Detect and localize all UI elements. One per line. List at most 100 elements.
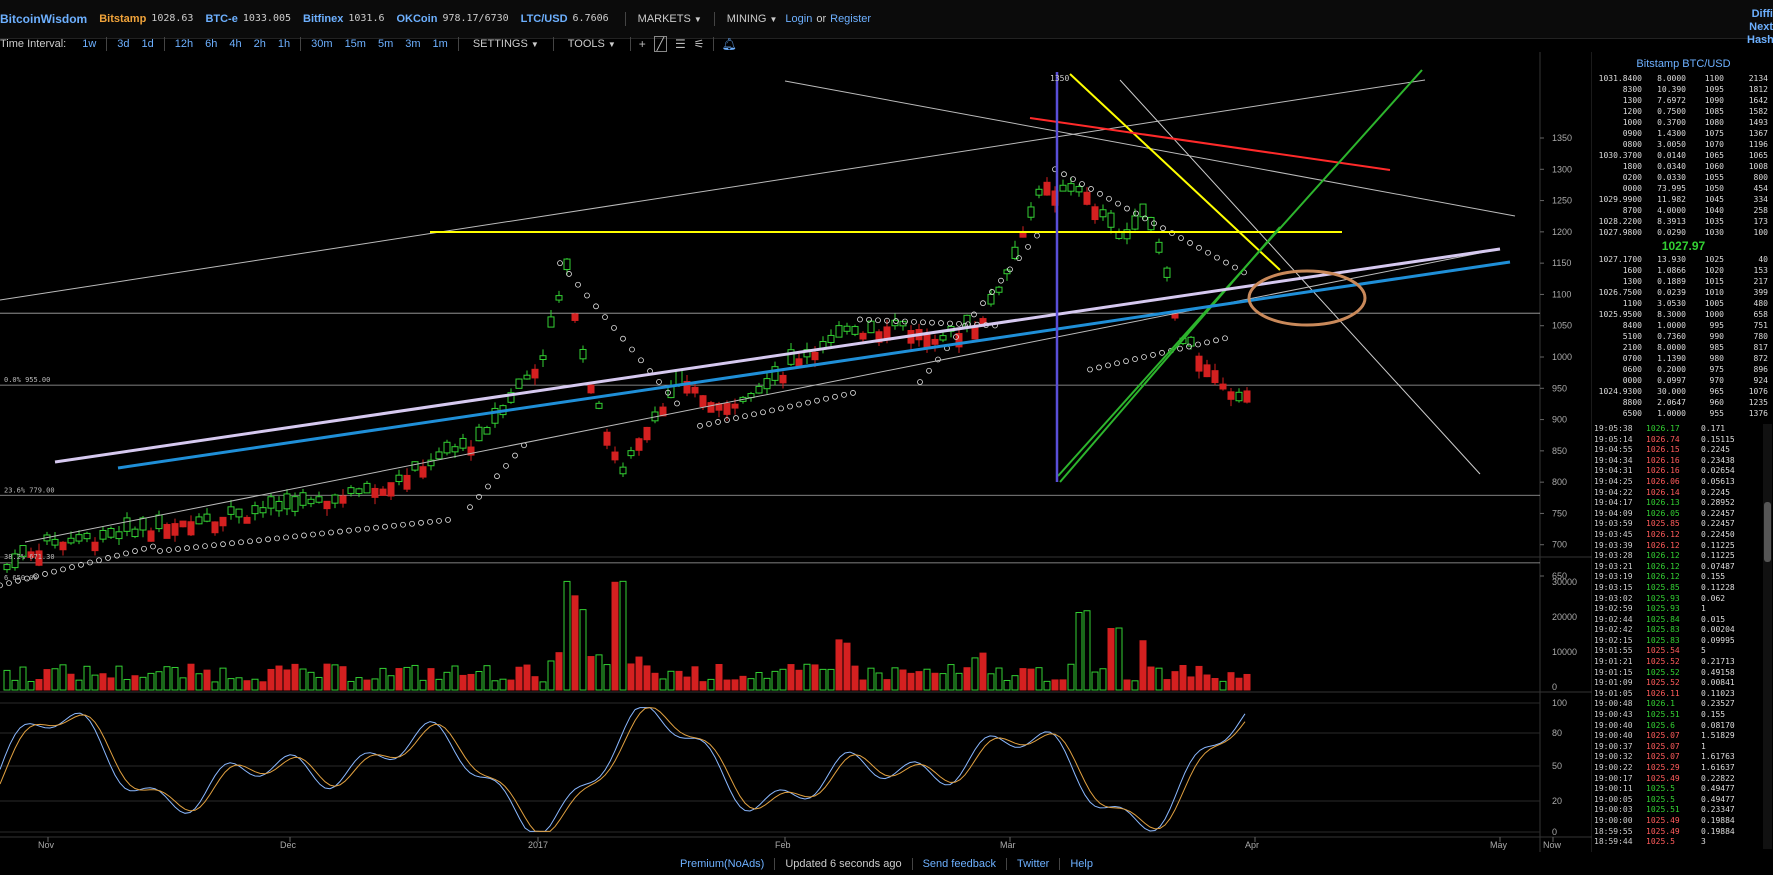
volume-bar [411,664,419,691]
sar-dot [1061,171,1067,178]
orderbook-row: 0600 0.2000 975 896 [1594,364,1773,375]
orderbook-cell: 1040 [1704,206,1724,215]
candle-body [435,451,443,460]
settings-menu[interactable]: SETTINGS ▼ [473,38,539,50]
tools-menu[interactable]: TOOLS ▼ [568,38,616,50]
hash-label[interactable]: Hash [1747,34,1773,46]
volume-bar [1187,676,1195,691]
ticker-okcoin[interactable]: OKCoin 978.17/6730 [396,13,508,25]
login-link[interactable]: Login [785,12,813,25]
interval-15m[interactable]: 15m [344,38,366,50]
sar-dot [1115,200,1121,207]
ticker-exchange: Bitfinex [303,12,344,25]
interval-3m[interactable]: 3m [405,38,421,50]
orderbook-cell: 1642 [1748,96,1768,105]
candle-body [987,293,995,305]
fibonacci-icon[interactable]: ⚟ [693,37,705,51]
volume-bar [659,678,667,691]
sar-dot [175,546,181,552]
volume-bar [379,667,387,691]
volume-bar [403,666,411,691]
interval-4h[interactable]: 4h [229,38,242,50]
trade-amount: 5 [1701,646,1706,656]
horizontal-line-icon[interactable]: ☰ [675,37,686,51]
volume-bar [939,673,947,691]
interval-30m[interactable]: 30m [311,38,333,50]
orderbook-cell: 1010 [1704,288,1724,297]
ask-list: 1031.8400 8.0000 1100 2134 8300 10.390 1095 181… [1594,73,1773,238]
candle-body [835,325,843,338]
difficulty-label[interactable]: Diffi [1751,8,1773,20]
volume-bars [3,580,1251,691]
candle-body [1011,246,1019,259]
trade-amount: 0.22822 [1701,773,1735,783]
candle-body [211,521,219,534]
markets-menu[interactable]: MARKETS ▼ [638,13,702,25]
candle-body [1019,231,1027,238]
mining-menu[interactable]: MINING ▼ [727,13,778,25]
candle-body [371,487,379,498]
ticker-bitstamp[interactable]: Bitstamp 1028.63 [99,13,193,25]
sar-dot [211,542,217,549]
crosshair-icon[interactable]: + [638,37,646,51]
next-label[interactable]: Next [1749,21,1773,33]
interval-2h[interactable]: 2h [253,38,266,50]
trade-amount: 0.23438 [1701,455,1735,465]
candle-body [379,488,387,496]
candle-body [219,516,227,527]
interval-1w[interactable]: 1w [82,38,97,50]
ticker-btce[interactable]: BTC-e 1033.005 [205,13,291,25]
ticker-bitfinex[interactable]: Bitfinex 1031.6 [303,13,384,25]
interval-12h[interactable]: 12h [174,38,194,50]
orderbook-row: 0000 73.995 1050 454 [1594,183,1773,194]
orderbook-cell: 1026.7500 [1598,288,1642,297]
trade-price: 1026.74 [1646,434,1680,444]
orderbook-cell: 970 [1709,376,1724,385]
orderbook-cell: 2134 [1748,74,1768,83]
sar-dot [602,314,608,321]
volume-bar [635,656,643,691]
interval-1d[interactable]: 1d [141,38,154,50]
sar-dot [229,540,235,547]
sar-dot [123,550,129,557]
price-chart[interactable]: 1350 13501300125012001150110010501000950… [0,52,1592,852]
ticker-ltcusd[interactable]: LTC/USD 6.7606 [521,13,609,25]
twitter-link[interactable]: Twitter [1016,857,1050,870]
orderbook-cell: 0.2000 [1657,365,1686,374]
register-link[interactable]: Register [830,12,872,25]
interval-1h[interactable]: 1h [277,38,291,50]
trade-row: 19:04:17 1026.13 0.28952 [1594,498,1773,509]
sar-dot [418,519,424,526]
trade-history-scrollbar[interactable] [1763,424,1772,849]
caret-down-icon: ▼ [693,14,702,24]
orderbook-cell: 1028.2200 [1598,217,1642,226]
trade-amount: 0.171 [1701,424,1726,433]
brand-logo[interactable]: BitcoinWisdom [0,11,88,26]
sar-dot [917,379,923,385]
orderbook-cell: 1031.8400 [1598,74,1642,83]
trade-row: 19:00:37 1025.07 1 [1594,742,1773,753]
scrollbar-thumb[interactable] [1764,502,1771,562]
interval-5m[interactable]: 5m [377,38,394,50]
alert-bell-icon[interactable]: 🔔︎ [721,37,737,51]
sar-dot [1097,190,1103,197]
trade-time: 19:01:05 [1594,688,1633,698]
trade-price: 1025.49 [1646,826,1680,836]
candle-body [923,333,931,349]
help-link[interactable]: Help [1070,857,1093,870]
interval-1m[interactable]: 1m [432,38,448,50]
sar-dot [1196,244,1202,251]
interval-6h[interactable]: 6h [205,38,218,50]
interval-3d[interactable]: 3d [117,38,130,50]
candle-body [1099,209,1107,218]
orderbook-cell: 1070 [1704,140,1724,149]
feedback-link[interactable]: Send feedback [922,857,996,870]
premium-link[interactable]: Premium(NoAds) [680,857,765,870]
trade-price: 1025.29 [1646,763,1680,772]
sar-dot [1141,354,1147,360]
orderbook-title[interactable]: Bitstamp BTC/USD [1636,58,1731,70]
volume-bar [371,678,379,691]
draw-line-icon[interactable]: ╱ [653,36,668,52]
trade-amount: 0.07487 [1701,561,1735,571]
sar-dot [911,318,917,325]
